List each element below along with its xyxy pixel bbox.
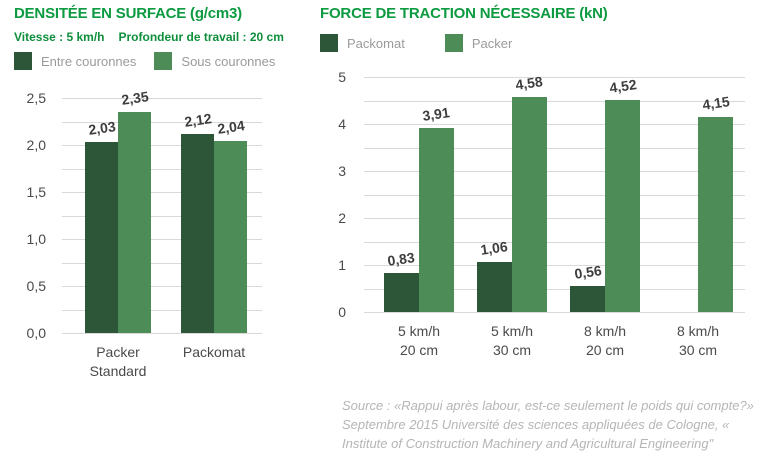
gridline [62, 216, 262, 217]
gridline [364, 195, 745, 196]
bar-value-label: 2,35 [120, 88, 150, 108]
y-axis-tick-label: 4 [338, 116, 346, 132]
source-line: Source : «Rappui après labour, est-ce se… [342, 398, 754, 413]
legend-label: Entre couronnes [41, 53, 137, 69]
bar [698, 117, 733, 312]
bar [181, 134, 214, 333]
y-axis-tick-label: 5 [338, 69, 346, 85]
gridline [364, 289, 745, 290]
x-axis-category-label: Packer Standard [89, 344, 147, 379]
plot-area-density: 0,0 0,5 1,0 1,5 2,0 2,5 2,03 2,35 Packer Standar… [0, 0, 308, 460]
x-axis-category-label: 8 km/h 20 cm [583, 323, 626, 358]
bar-value-label: 3,91 [421, 104, 451, 124]
y-axis-tick-label: 1,0 [26, 231, 46, 247]
bar [419, 128, 454, 312]
legend-swatch [154, 52, 173, 70]
legend-item: Packomat [320, 34, 405, 52]
y-axis-tick-label: 1 [338, 257, 346, 273]
gridline [62, 192, 262, 193]
bar-value-label: 4,58 [514, 73, 544, 93]
gridline [62, 98, 262, 99]
bar [384, 273, 419, 312]
subtitle-speed: Vitesse : 5 km/h [14, 30, 105, 44]
bar [118, 112, 151, 333]
y-axis-tick-label: 2,0 [26, 137, 46, 153]
legend-label: Sous couronnes [181, 53, 276, 69]
legend-swatch [444, 34, 463, 52]
gridline [364, 242, 745, 243]
source-citation: Source : «Rappui après labour, est-ce se… [342, 396, 762, 453]
gridline [364, 265, 745, 266]
bar [512, 97, 547, 312]
gridline [62, 239, 262, 240]
gridline [364, 101, 745, 102]
legend-label: Packer [471, 35, 513, 51]
legend-traction: Packomat Packer [320, 34, 512, 52]
gridline [364, 77, 745, 78]
legend-item: Sous couronnes [154, 52, 275, 70]
bar [570, 286, 605, 312]
source-line: Septembre 2015 Université des sciences a… [342, 417, 730, 432]
legend-swatch [14, 52, 32, 70]
legend-label: Packomat [347, 35, 405, 51]
y-axis-tick-label: 0,5 [26, 278, 46, 294]
legend-item: Packer [444, 34, 513, 52]
x-axis-category-label: 5 km/h 30 cm [490, 323, 533, 358]
y-axis-tick-label: 1,5 [26, 184, 46, 200]
gridline [62, 169, 262, 170]
y-axis-tick-label: 2,5 [26, 90, 46, 106]
gridline [62, 145, 262, 146]
gridline [62, 263, 262, 264]
legend-item: Entre couronnes [14, 52, 136, 70]
x-axis-category-label: 8 km/h 30 cm [676, 323, 719, 358]
subtitle-depth: Profondeur de travail : 20 cm [118, 30, 284, 44]
bar [477, 262, 512, 312]
gridline [364, 218, 745, 219]
gridline [62, 286, 262, 287]
gridline [62, 333, 262, 334]
x-axis-category-label: Packomat [182, 344, 246, 360]
bar [605, 100, 640, 312]
gridline [62, 310, 262, 311]
bar [214, 141, 247, 333]
chart-density: DENSITÉE EN SURFACE (g/cm3) Vitesse : 5 … [0, 0, 308, 460]
y-axis-tick-label: 0 [338, 304, 346, 320]
y-axis-tick-label: 3 [338, 163, 346, 179]
gridline [364, 124, 745, 125]
gridline [62, 122, 262, 123]
legend-swatch [320, 34, 338, 52]
gridline [364, 148, 745, 149]
plot-area-traction: 0 1 2 3 4 5 0,83 3,91 5 km/h 20 cm 1,06 4,58 5 km/h… [308, 0, 770, 460]
x-axis-category-label: 5 km/h 20 cm [397, 323, 440, 358]
y-axis-tick-label: 0,0 [26, 325, 46, 341]
legend-density: Entre couronnes Sous couronnes [14, 52, 275, 70]
gridline [364, 312, 745, 313]
bar-value-label: 4,15 [701, 93, 731, 113]
chart-title-density: DENSITÉE EN SURFACE (g/cm3) [14, 5, 242, 22]
chart-traction: FORCE DE TRACTION NÉCESSAIRE (kN) Packom… [308, 0, 770, 460]
y-axis-tick-label: 2 [338, 210, 346, 226]
chart-subtitle-density: Vitesse : 5 km/h Profondeur de travail :… [14, 30, 284, 44]
gridline [364, 171, 745, 172]
bar [85, 142, 118, 333]
source-line: Institute of Construction Machinery and … [342, 436, 714, 451]
chart-title-traction: FORCE DE TRACTION NÉCESSAIRE (kN) [320, 5, 608, 22]
